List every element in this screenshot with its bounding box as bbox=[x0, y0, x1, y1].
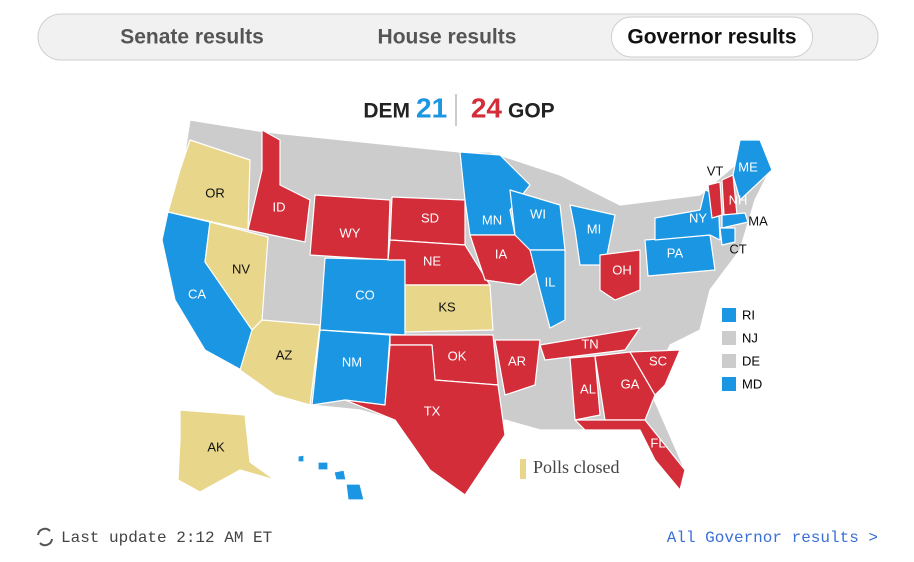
state-label: TN bbox=[581, 336, 598, 351]
state bbox=[247, 129, 311, 243]
state bbox=[177, 409, 276, 493]
state-label: MI bbox=[587, 221, 601, 236]
polls-closed-label: Polls closed bbox=[533, 457, 620, 477]
legend-swatch bbox=[722, 308, 736, 322]
refresh-arc bbox=[37, 527, 51, 536]
state-label: IL bbox=[545, 274, 556, 289]
legend-swatch bbox=[722, 331, 736, 345]
state-label: AL bbox=[580, 381, 596, 396]
state-label: OK bbox=[448, 348, 467, 363]
dem-count: 21 bbox=[416, 92, 447, 123]
map: OR CA NV ID AZ WY CO NM SD NE KS OK TX M… bbox=[161, 119, 773, 501]
state-label: CO bbox=[355, 287, 375, 302]
state-label: CA bbox=[188, 286, 206, 301]
island bbox=[345, 483, 365, 501]
island bbox=[333, 469, 347, 481]
state bbox=[569, 355, 601, 421]
dem-label: DEM bbox=[363, 100, 410, 123]
state-label: KS bbox=[438, 299, 456, 314]
state-label: NE bbox=[423, 253, 441, 268]
state-label: NV bbox=[232, 261, 250, 276]
island bbox=[297, 454, 305, 463]
state-label: TX bbox=[424, 403, 441, 418]
gop-count: 24 bbox=[471, 92, 503, 123]
state bbox=[732, 139, 773, 201]
state-label: ID bbox=[273, 199, 286, 214]
refresh-icon[interactable] bbox=[37, 527, 53, 547]
state-label: CT bbox=[729, 241, 746, 256]
legend-label: MD bbox=[742, 376, 762, 391]
state bbox=[654, 189, 721, 241]
state-label: SD bbox=[421, 210, 439, 225]
state bbox=[529, 249, 566, 329]
tab[interactable]: Senate results bbox=[120, 26, 264, 49]
state-label: ME bbox=[738, 159, 758, 174]
state-label: FL bbox=[650, 435, 665, 450]
state bbox=[404, 284, 494, 333]
state-label: AZ bbox=[276, 347, 293, 362]
island bbox=[317, 461, 329, 471]
state-label: IA bbox=[495, 246, 508, 261]
state bbox=[539, 327, 641, 361]
state-label: GA bbox=[621, 376, 640, 391]
state bbox=[239, 319, 321, 406]
last-update: Last update 2:12 AM ET bbox=[61, 529, 272, 547]
refresh-arc bbox=[39, 538, 53, 547]
tab[interactable]: House results bbox=[378, 26, 517, 49]
state-label: AR bbox=[508, 353, 526, 368]
active-tab-background bbox=[610, 16, 814, 58]
small-state-legend: RI NJ DE MD bbox=[722, 307, 762, 391]
state bbox=[297, 454, 365, 501]
state bbox=[599, 249, 641, 301]
polls-closed-swatch bbox=[520, 459, 526, 479]
state bbox=[629, 349, 681, 396]
state-label: NM bbox=[342, 354, 362, 369]
state-label: SC bbox=[649, 353, 667, 368]
state-label: VT bbox=[707, 163, 724, 178]
legend-label: NJ bbox=[742, 330, 758, 345]
state-label: OH bbox=[612, 262, 632, 277]
state bbox=[459, 151, 531, 236]
state-label: NH bbox=[729, 192, 748, 207]
state bbox=[344, 344, 506, 496]
state bbox=[494, 339, 541, 396]
state bbox=[719, 227, 736, 246]
state bbox=[569, 204, 616, 266]
state-label: AK bbox=[207, 439, 225, 454]
tab[interactable]: Governor results bbox=[627, 26, 796, 49]
state bbox=[574, 419, 686, 491]
all-results-link[interactable]: All Governor results > bbox=[667, 529, 878, 547]
legend-label: DE bbox=[742, 353, 760, 368]
state-label: WI bbox=[530, 206, 546, 221]
legend-label: RI bbox=[742, 307, 755, 322]
state-label: PA bbox=[667, 245, 684, 260]
state-label: OR bbox=[205, 185, 225, 200]
state-label: WY bbox=[340, 225, 361, 240]
gop-label: GOP bbox=[508, 100, 555, 123]
state-label: NY bbox=[689, 210, 707, 225]
state bbox=[721, 212, 749, 229]
state-label: MN bbox=[482, 212, 502, 227]
state bbox=[594, 351, 656, 421]
legend-swatch bbox=[722, 377, 736, 391]
legend-swatch bbox=[722, 354, 736, 368]
state-label: MA bbox=[748, 213, 768, 228]
